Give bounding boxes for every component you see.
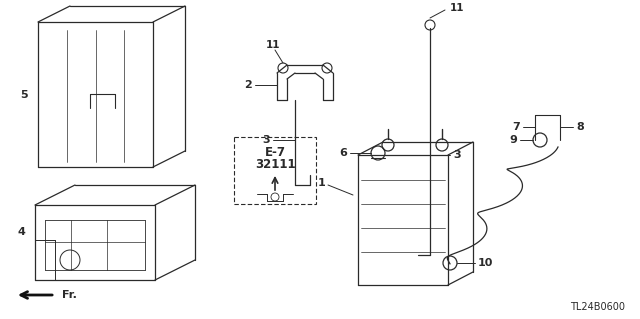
Text: 3: 3 xyxy=(262,135,270,145)
Text: 32111: 32111 xyxy=(255,158,295,170)
Text: 2: 2 xyxy=(244,80,252,90)
Text: 11: 11 xyxy=(266,40,280,50)
Text: 8: 8 xyxy=(576,122,584,132)
Text: 11: 11 xyxy=(450,3,465,13)
Text: TL24B0600: TL24B0600 xyxy=(570,302,625,312)
Text: 10: 10 xyxy=(478,258,493,268)
Text: 3: 3 xyxy=(453,150,461,160)
Text: 4: 4 xyxy=(17,227,25,237)
Text: 9: 9 xyxy=(509,135,517,145)
Text: 5: 5 xyxy=(20,90,28,100)
Text: 7: 7 xyxy=(512,122,520,132)
Text: Fr.: Fr. xyxy=(62,290,77,300)
Text: 6: 6 xyxy=(339,148,347,158)
Text: E-7: E-7 xyxy=(264,145,285,159)
Text: 1: 1 xyxy=(317,178,325,188)
